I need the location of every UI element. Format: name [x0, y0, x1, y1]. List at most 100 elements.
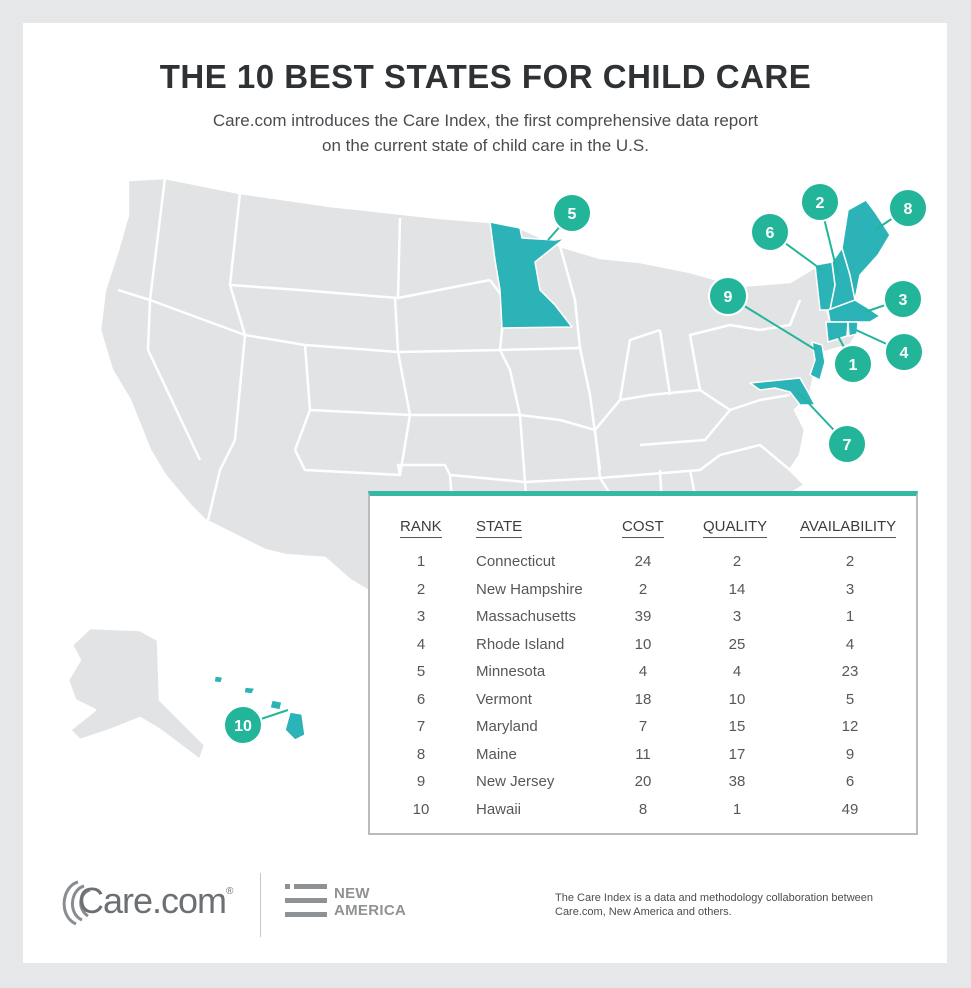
cell-state: New Jersey	[476, 773, 555, 790]
table-row: 4 Rhode Island 10 25 4	[370, 636, 916, 663]
cell-quality: 38	[728, 773, 746, 790]
hawaii-big-island	[284, 711, 306, 741]
cell-state: Vermont	[476, 690, 532, 708]
cell-cost: 4	[638, 663, 648, 680]
cell-quality: 2	[732, 553, 742, 570]
cell-cost: 18	[634, 690, 652, 708]
new-america-lines-icon	[285, 884, 327, 917]
cell-rank: 8	[416, 745, 426, 763]
table-row: 7 Maryland 7 15 12	[370, 718, 916, 745]
minnesota-shape	[489, 221, 573, 329]
care-logo-registered: ®	[226, 886, 233, 897]
cell-availability: 12	[841, 718, 859, 735]
hawaii-kauai	[213, 675, 224, 684]
maryland-shape	[749, 377, 816, 406]
cell-cost: 20	[634, 773, 652, 790]
care-logo-label: Care.com	[78, 880, 227, 921]
cell-availability: 4	[845, 635, 855, 653]
cell-quality: 17	[728, 745, 746, 763]
marker-circle-3	[883, 279, 923, 319]
cell-state: Connecticut	[476, 553, 556, 570]
cell-rank: 6	[416, 690, 426, 708]
table-row: 6 Vermont 18 10 5	[370, 691, 916, 718]
rhode-island-shape	[847, 321, 859, 337]
cell-state: Minnesota	[476, 663, 546, 680]
cell-quality: 3	[732, 608, 742, 625]
marker-label-7: 7	[843, 437, 852, 454]
new-america-line-1: NEW	[334, 885, 370, 902]
header-availability: AVAILABILITY	[800, 518, 897, 538]
cell-rank: 10	[412, 800, 430, 818]
cell-state: Maryland	[476, 718, 538, 735]
marker-circle-6	[750, 212, 790, 252]
header-quality: QUALITY	[703, 518, 768, 538]
cell-availability: 9	[845, 745, 855, 763]
new-america-line-2: AMERICA	[334, 902, 407, 919]
cell-rank: 7	[416, 718, 426, 735]
cell-rank: 3	[416, 608, 426, 625]
marker-label-1: 1	[849, 357, 858, 374]
subtitle-line-2: on the current state of child care in th…	[322, 136, 649, 155]
marker-label-4: 4	[900, 345, 909, 362]
cell-quality: 10	[728, 690, 746, 708]
marker-label-6: 6	[766, 225, 775, 242]
new-jersey-shape	[809, 341, 826, 381]
footer-divider	[260, 873, 261, 937]
header-cost: COST	[622, 518, 664, 538]
alaska-shape	[66, 626, 207, 762]
table-row: 2 New Hampshire 2 14 3	[370, 581, 916, 608]
cell-cost: 11	[635, 745, 651, 763]
cell-quality: 1	[732, 800, 742, 818]
marker-label-10: 10	[234, 718, 252, 735]
care-logo-text: Care.com®	[78, 880, 233, 922]
cell-availability: 5	[845, 690, 855, 708]
page-subtitle: Care.com introduces the Care Index, the …	[170, 108, 801, 158]
cell-cost: 7	[638, 718, 648, 735]
marker-circle-4	[884, 332, 924, 372]
marker-circle-1	[833, 344, 873, 384]
table-row: 8 Maine 11 17 9	[370, 746, 916, 773]
cell-cost: 39	[634, 608, 652, 625]
care-logo-swirl-icon	[62, 880, 91, 926]
cell-state: Rhode Island	[476, 635, 565, 653]
marker-circle-8	[888, 188, 928, 228]
rankings-table: RANK STATE COST QUALITY AVAILABILITY 1 Co…	[368, 491, 918, 835]
new-america-logo-text: NEW AMERICA	[334, 885, 406, 919]
maine-shape	[841, 199, 891, 301]
marker-label-5: 5	[568, 206, 577, 223]
cell-state: Hawaii	[476, 800, 522, 818]
hawaii-maui	[269, 699, 283, 711]
cell-rank: 2	[416, 580, 426, 598]
header-rank: RANK	[400, 518, 442, 538]
marker-circle-2	[800, 182, 840, 222]
table-row: 1 Connecticut 24 2 2	[370, 553, 916, 580]
cell-rank: 1	[416, 553, 426, 570]
table-row: 3 Massachusetts 39 3 1	[370, 608, 916, 635]
cell-cost: 10	[634, 635, 652, 653]
cell-availability: 3	[845, 580, 855, 598]
cell-cost: 8	[638, 800, 648, 818]
marker-label-9: 9	[724, 289, 733, 306]
table-row: 5 Minnesota 4 4 23	[370, 663, 916, 690]
marker-circle-5	[552, 193, 592, 233]
hawaii-oahu	[243, 686, 256, 695]
footnote: The Care Index is a data and methodology…	[555, 892, 873, 918]
cell-rank: 5	[416, 663, 426, 680]
cell-state: New Hampshire	[476, 580, 583, 598]
cell-cost: 24	[634, 553, 652, 570]
cell-state: Massachusetts	[476, 608, 577, 625]
cell-quality: 15	[728, 718, 746, 735]
cell-availability: 23	[841, 663, 859, 680]
marker-label-8: 8	[904, 201, 913, 218]
marker-label-2: 2	[816, 195, 825, 212]
marker-circle-7	[827, 424, 867, 464]
table-row: 10 Hawaii 8 1 49	[370, 801, 916, 828]
subtitle-line-1: Care.com introduces the Care Index, the …	[212, 111, 759, 130]
cell-state: Maine	[476, 745, 517, 763]
marker-circle-9	[708, 276, 748, 316]
table-row: 9 New Jersey 20 38 6	[370, 773, 916, 800]
marker-label-3: 3	[899, 292, 908, 309]
cell-quality: 14	[728, 580, 746, 598]
cell-quality: 4	[732, 663, 742, 680]
